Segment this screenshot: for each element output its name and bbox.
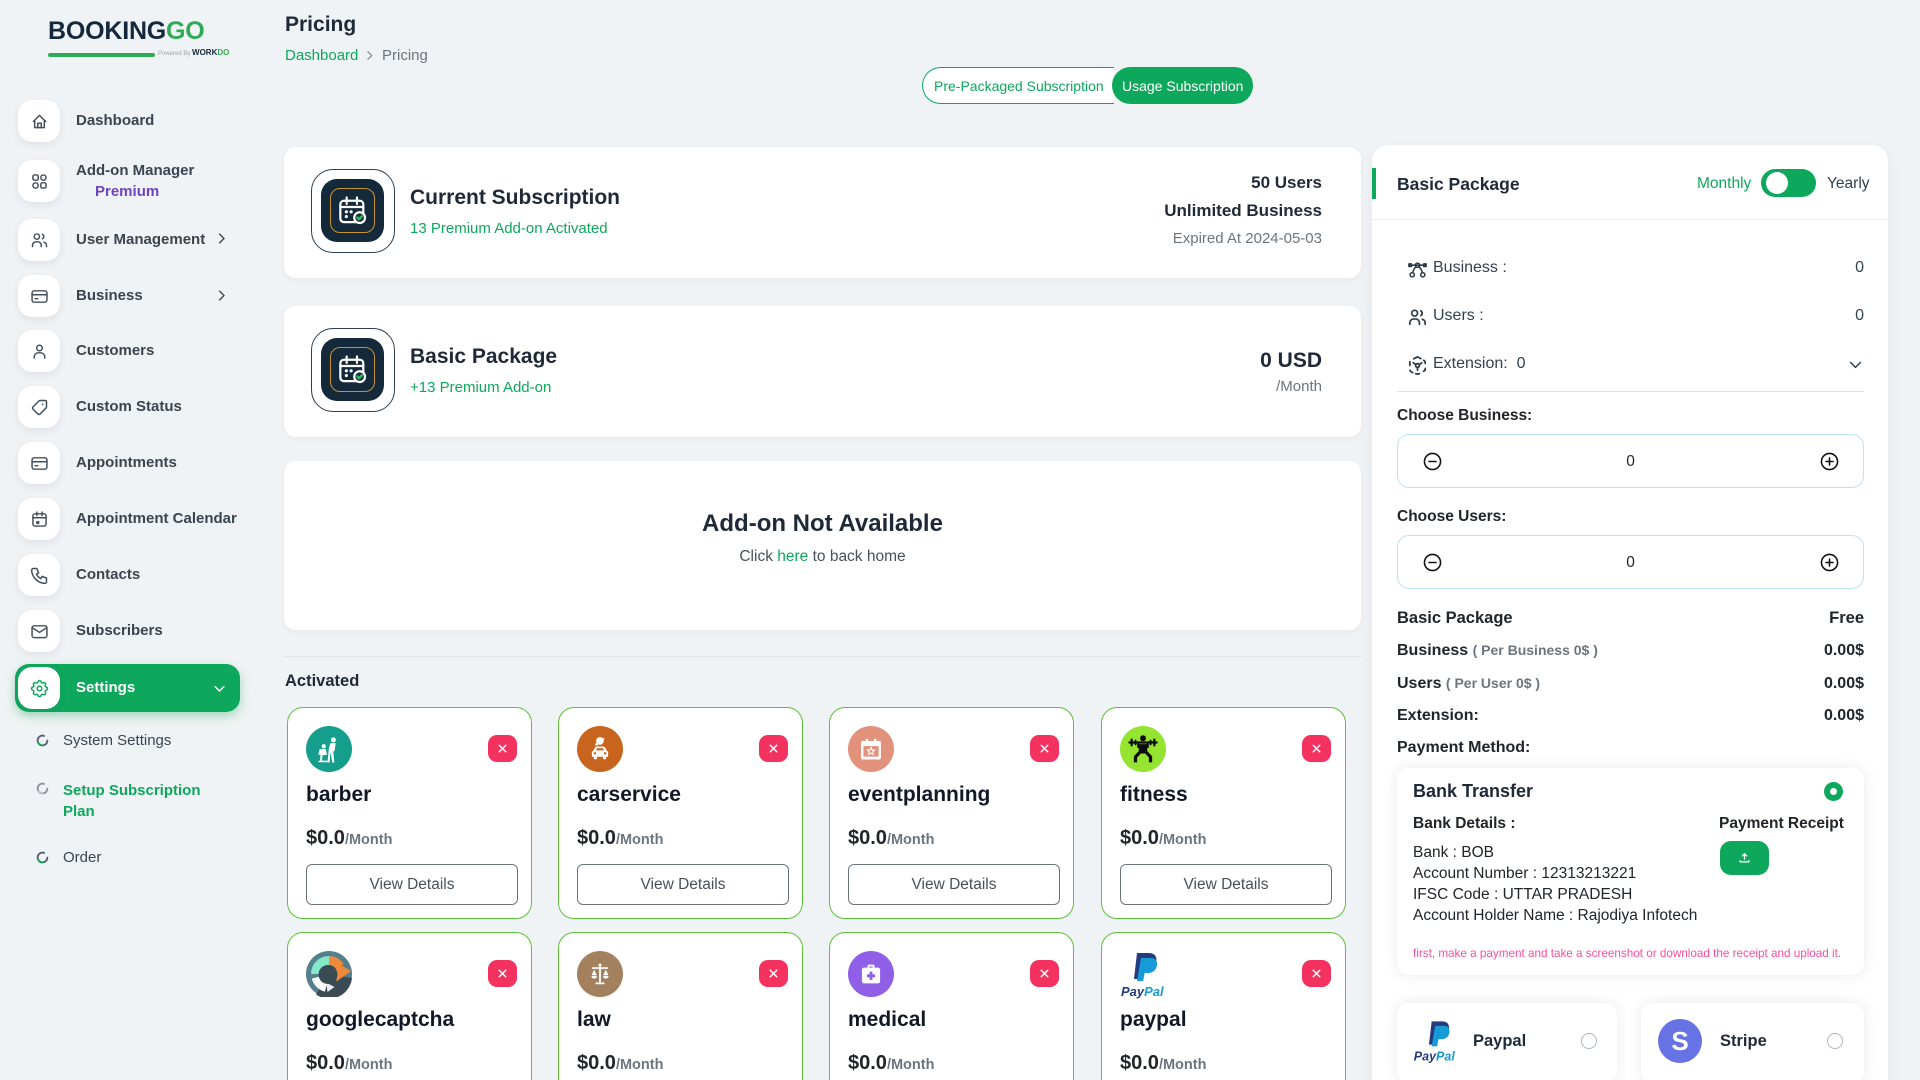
svg-text:PayPal: PayPal [1121, 984, 1164, 999]
svg-text:PayPal: PayPal [1414, 1050, 1456, 1064]
